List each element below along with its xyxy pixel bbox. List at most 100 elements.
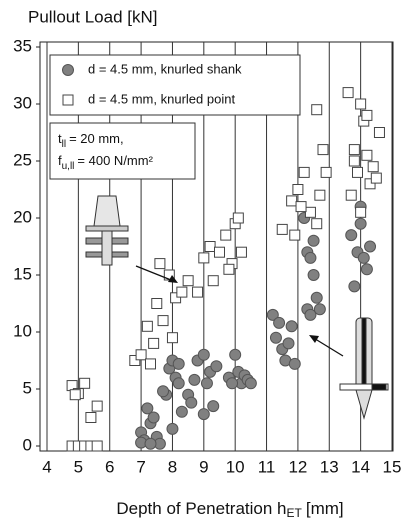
- plot-frame: [39, 41, 394, 452]
- x-tick-label: 14: [351, 457, 370, 476]
- legend-label: d = 4.5 mm, knurled shank: [88, 61, 242, 76]
- arrow: [311, 336, 344, 357]
- x-tick-label: 9: [199, 457, 208, 476]
- point: [357, 251, 370, 264]
- x-tick-label: 12: [288, 457, 307, 476]
- point: [69, 389, 81, 401]
- point: [352, 166, 363, 178]
- point: [141, 402, 154, 415]
- x-tick-label: 11: [258, 457, 276, 476]
- point: [223, 263, 235, 275]
- point: [317, 144, 329, 156]
- point: [232, 212, 244, 224]
- point: [266, 308, 279, 321]
- x-tick-label: 13: [320, 457, 339, 476]
- point: [135, 349, 147, 361]
- point: [273, 316, 286, 329]
- point: [269, 331, 282, 344]
- point: [345, 189, 357, 201]
- point: [210, 360, 223, 373]
- point: [157, 315, 169, 327]
- point: [197, 408, 210, 421]
- annotation-suffix: = 20 mm,: [69, 131, 124, 146]
- point: [311, 104, 323, 116]
- legend: d = 4.5 mm, knurled shank d = 4.5 mm, knu…: [49, 54, 301, 116]
- point: [285, 320, 298, 333]
- point: [373, 127, 385, 138]
- annotation: fu,ll = 400 N/mm²: [58, 153, 154, 171]
- screw-icon-top: [85, 195, 129, 266]
- point: [364, 240, 377, 253]
- y-tick-label: 35: [13, 36, 32, 55]
- point: [286, 195, 298, 207]
- point: [244, 377, 257, 390]
- point: [204, 241, 216, 252]
- point: [157, 385, 170, 398]
- point: [298, 166, 310, 178]
- y-tick-label: 30: [13, 93, 32, 112]
- point: [79, 377, 91, 389]
- point: [175, 405, 188, 418]
- y-tick-label: 0: [23, 435, 32, 454]
- point: [85, 412, 97, 423]
- y-tick-label: 5: [23, 378, 32, 397]
- point: [307, 269, 320, 281]
- legend-box: [49, 54, 301, 116]
- point: [289, 229, 301, 241]
- point: [235, 246, 247, 258]
- point: [170, 292, 182, 304]
- point: [129, 355, 141, 366]
- point: [166, 422, 179, 435]
- annotation-text: f: [58, 153, 62, 168]
- point: [288, 357, 301, 370]
- annotation-suffix: = 400 N/mm²: [77, 153, 153, 168]
- point: [360, 263, 373, 276]
- point: [214, 246, 225, 258]
- x-tick-label: 10: [226, 457, 245, 476]
- point: [310, 291, 323, 304]
- point: [147, 411, 160, 424]
- point: [148, 337, 160, 349]
- point: [220, 229, 232, 241]
- point: [295, 201, 307, 213]
- point: [229, 348, 242, 361]
- point: [355, 98, 367, 110]
- point: [151, 298, 163, 309]
- x-axis-title-subscript: ET: [287, 506, 303, 520]
- point: [354, 217, 367, 230]
- point: [364, 178, 376, 190]
- y-tick-label: 15: [13, 264, 32, 283]
- annotation: tll = 20 mm,: [58, 131, 124, 149]
- point: [176, 286, 188, 298]
- annotation-box: [49, 122, 196, 180]
- point: [307, 234, 320, 247]
- point: [320, 166, 332, 178]
- point: [355, 206, 367, 218]
- x-tick-label: 7: [136, 457, 145, 476]
- point: [166, 332, 178, 344]
- point: [141, 320, 153, 332]
- point: [314, 189, 326, 201]
- x-tick-label: 5: [74, 457, 83, 476]
- point: [172, 357, 185, 370]
- y-tick-label: 20: [13, 207, 32, 226]
- point: [304, 206, 316, 218]
- point: [188, 373, 201, 386]
- point: [226, 377, 239, 390]
- point: [311, 218, 323, 230]
- point: [182, 275, 194, 287]
- legend-label: d = 4.5 mm, knurled point: [88, 91, 235, 106]
- point: [207, 400, 220, 413]
- screw-icon-bottom: [339, 317, 389, 420]
- point: [304, 251, 317, 264]
- annotation-text: t: [58, 131, 62, 146]
- point: [345, 229, 358, 242]
- arrow-head: [168, 275, 178, 283]
- point: [361, 109, 373, 121]
- legend-marker: [62, 94, 74, 106]
- point: [185, 396, 198, 409]
- point: [348, 144, 360, 156]
- point: [361, 149, 373, 161]
- x-axis-title-suffix: [mm]: [306, 499, 344, 518]
